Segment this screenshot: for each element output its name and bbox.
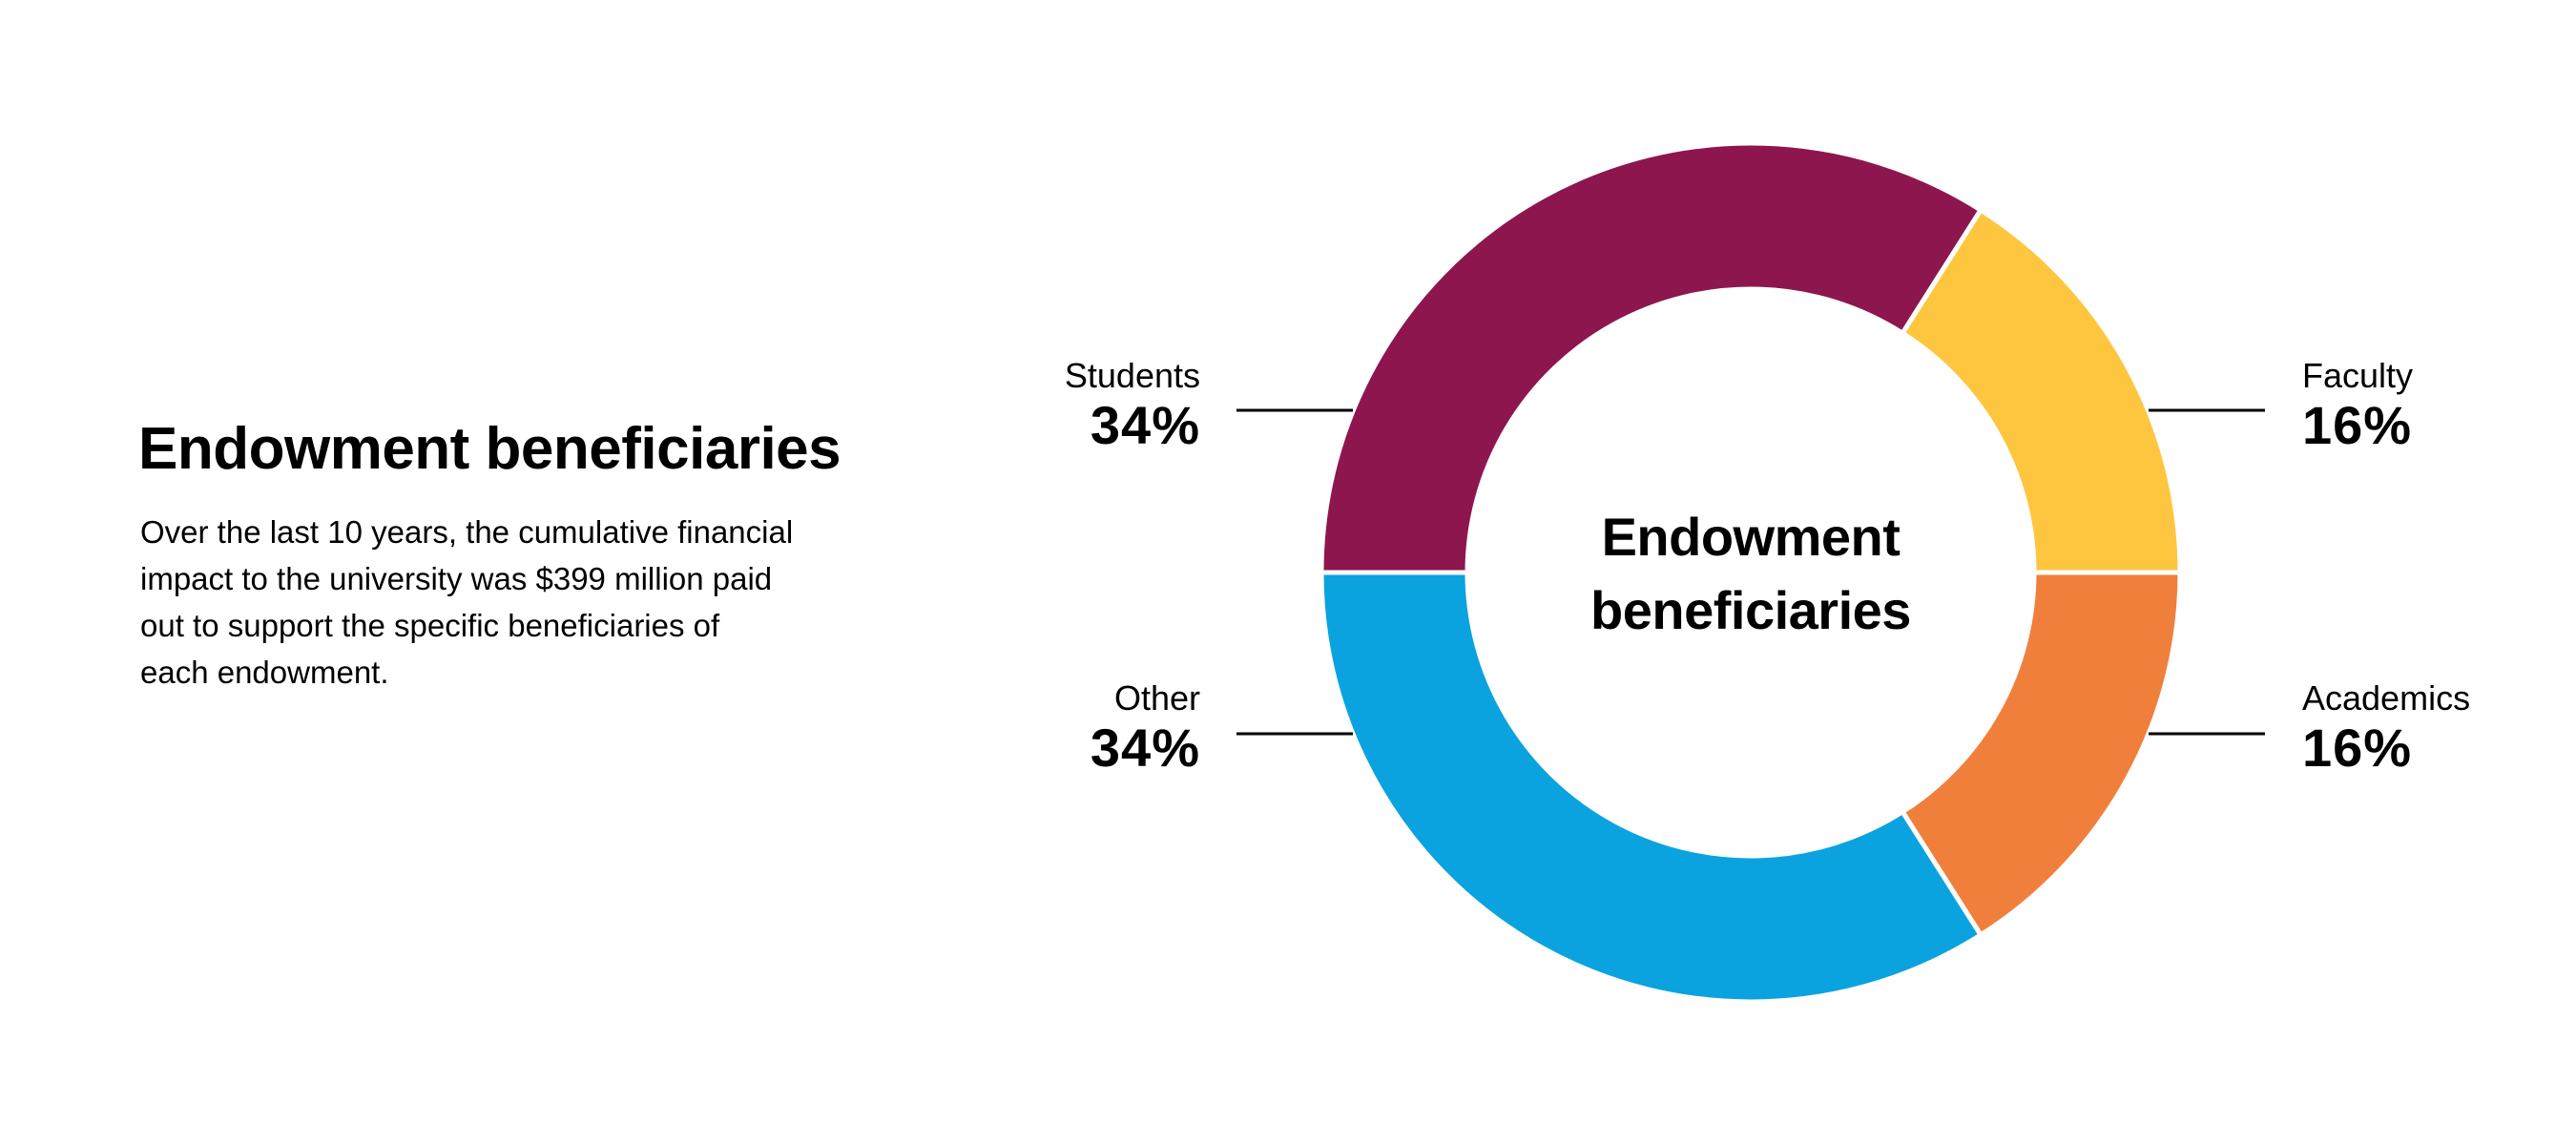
callout-faculty-value: 16% xyxy=(2302,395,2413,455)
callout-students-label: Students xyxy=(1064,356,1200,395)
callout-other-label: Other xyxy=(1113,678,1200,718)
paragraph-line-4: each endowment. xyxy=(140,655,389,691)
donut-slice-other xyxy=(1319,570,1984,1005)
paragraph-line-2: impact to the university was $399 millio… xyxy=(140,561,773,597)
panel-paragraph: Over the last 10 years, the cumulative f… xyxy=(140,509,921,696)
callout-faculty-label: Faculty xyxy=(2302,356,2414,395)
paragraph-line-3: out to support the specific beneficiarie… xyxy=(140,608,720,644)
callout-faculty: Faculty 16% xyxy=(2302,355,2413,454)
info-panel: Endowment beneficiaries Over the last 10… xyxy=(138,418,921,696)
donut-slices xyxy=(1319,140,2183,1005)
paragraph-line-1: Over the last 10 years, the cumulative f… xyxy=(140,514,794,551)
callout-students: Students 34% xyxy=(1065,355,1200,454)
callout-students-value: 34% xyxy=(1090,395,1200,455)
callout-academics: Academics 16% xyxy=(2302,677,2470,777)
donut-slice-faculty xyxy=(1899,206,2183,575)
donut-slice-academics xyxy=(1899,570,2183,939)
callout-academics-value: 16% xyxy=(2302,718,2413,778)
center-label-line-1: Endowment xyxy=(1601,507,1901,567)
panel-heading: Endowment beneficiaries xyxy=(138,416,841,482)
donut-slice-students xyxy=(1319,140,1984,575)
callout-other-value: 34% xyxy=(1090,718,1200,778)
donut-center-label: Endowment beneficiaries xyxy=(1369,500,2132,647)
callout-other: Other 34% xyxy=(1091,677,1200,777)
center-label-line-2: beneficiaries xyxy=(1590,580,1911,640)
callout-academics-label: Academics xyxy=(2302,678,2471,718)
leader-lines xyxy=(1236,408,2265,736)
